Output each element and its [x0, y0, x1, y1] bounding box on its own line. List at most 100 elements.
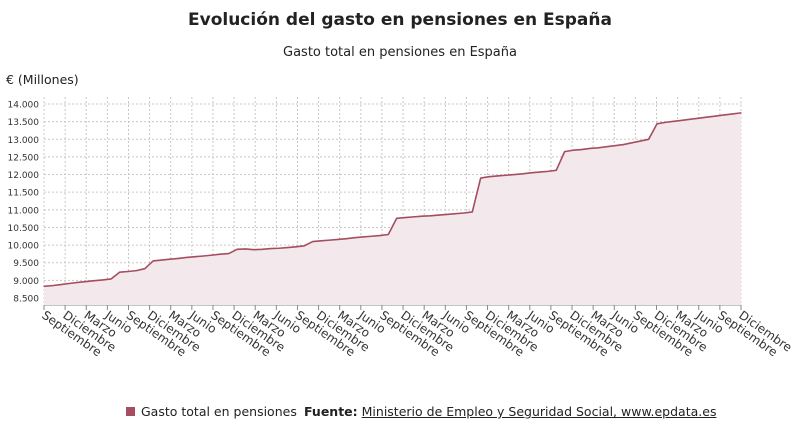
data-point [244, 248, 247, 250]
data-point [547, 170, 549, 172]
data-point [471, 211, 473, 213]
data-point [110, 278, 112, 280]
data-point [85, 280, 87, 283]
data-point [211, 254, 213, 256]
y-tick-label: 8.500 [13, 294, 39, 304]
data-point [379, 234, 381, 237]
y-tick-label: 12.500 [8, 153, 40, 163]
y-tick-label: 9.500 [13, 259, 39, 269]
y-tick-label: 11.500 [8, 189, 40, 199]
data-point [303, 245, 305, 247]
legend-swatch [126, 407, 135, 416]
legend-label: Gasto total en pensiones [141, 404, 297, 419]
data-point [723, 114, 725, 116]
data-point [454, 213, 457, 215]
data-point [580, 148, 583, 151]
data-point [429, 215, 431, 217]
data-point [102, 279, 104, 281]
data-point [706, 116, 709, 118]
y-tick-label: 11.000 [8, 206, 40, 216]
data-point [93, 280, 95, 282]
series-area-fill [44, 112, 741, 305]
chart-canvas: 8.500 9.000 9.500 10.000 10.500 11.000 11.500 1… [8, 97, 794, 359]
data-point [236, 248, 238, 250]
data-point [715, 115, 717, 117]
data-point [194, 256, 196, 258]
data-point [496, 175, 499, 177]
y-tick-label: 12.000 [8, 171, 40, 181]
source-link[interactable]: Ministerio de Empleo y Seguridad Social,… [361, 404, 717, 419]
data-point [160, 259, 163, 261]
data-point [278, 247, 280, 249]
data-point [589, 147, 591, 150]
data-point [345, 238, 347, 240]
data-point [219, 253, 221, 255]
data-point [253, 249, 255, 251]
data-point [673, 120, 675, 122]
data-point [76, 281, 79, 284]
y-tick-label: 13.500 [8, 118, 40, 128]
data-point [295, 246, 297, 248]
data-point [639, 140, 641, 142]
data-point [732, 113, 734, 115]
data-point [488, 176, 490, 178]
y-axis-unit-label: € (Millones) [6, 72, 79, 87]
data-point [228, 252, 230, 255]
data-point [698, 117, 700, 119]
data-point [622, 143, 625, 146]
data-point [480, 177, 482, 179]
data-point [169, 258, 171, 260]
y-tick-label: 13.000 [8, 136, 40, 146]
data-point [648, 138, 650, 140]
data-point [564, 151, 566, 153]
y-tick-label: 14.000 [8, 101, 40, 111]
data-point [396, 217, 398, 219]
data-point [606, 146, 608, 148]
data-point [118, 271, 121, 273]
data-point [328, 239, 331, 241]
data-point [572, 149, 574, 151]
data-point [152, 260, 154, 262]
data-point [555, 169, 557, 171]
data-point [370, 235, 373, 237]
data-point [505, 174, 507, 176]
data-point [60, 283, 62, 286]
data-point [664, 121, 667, 123]
data-point [421, 215, 423, 217]
chart-title: Evolución del gasto en pensiones en Espa… [188, 10, 612, 30]
y-tick-label: 9.000 [13, 277, 39, 287]
data-point [631, 142, 633, 144]
data-point [270, 247, 272, 250]
data-point [312, 240, 314, 243]
data-point [412, 216, 415, 218]
data-point [177, 257, 179, 260]
data-point [446, 213, 448, 215]
data-point [463, 212, 465, 214]
data-point [68, 282, 70, 285]
data-point [740, 112, 742, 114]
data-point [538, 171, 541, 173]
data-point [261, 248, 263, 250]
legend: Gasto total en pensiones [126, 404, 297, 419]
data-point [656, 123, 658, 125]
data-point [286, 246, 289, 249]
data-point [404, 216, 406, 219]
data-point [513, 173, 515, 176]
source-label: Fuente: [304, 404, 358, 419]
data-point [681, 119, 683, 121]
data-point [135, 270, 137, 272]
data-point [43, 285, 45, 287]
data-point [522, 173, 524, 175]
data-point [320, 240, 322, 242]
data-point [144, 268, 146, 270]
y-tick-label: 10.000 [8, 242, 40, 252]
data-point [202, 255, 205, 257]
series-line [43, 112, 742, 288]
chart-subtitle: Gasto total en pensiones en España [283, 45, 517, 60]
data-point [337, 238, 339, 241]
y-tick-label: 10.500 [8, 224, 40, 234]
data-point [530, 172, 532, 174]
data-point [127, 270, 129, 273]
source-note: Fuente: Ministerio de Empleo y Seguridad… [304, 404, 716, 419]
data-point [186, 256, 188, 259]
